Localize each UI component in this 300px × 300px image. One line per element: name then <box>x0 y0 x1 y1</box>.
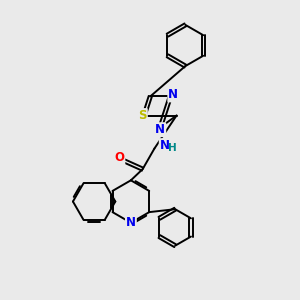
Text: O: O <box>114 152 124 164</box>
Text: H: H <box>168 142 177 153</box>
Text: N: N <box>160 139 170 152</box>
Text: N: N <box>168 88 178 101</box>
Text: S: S <box>138 109 147 122</box>
Text: N: N <box>126 216 136 229</box>
Text: N: N <box>155 123 165 136</box>
